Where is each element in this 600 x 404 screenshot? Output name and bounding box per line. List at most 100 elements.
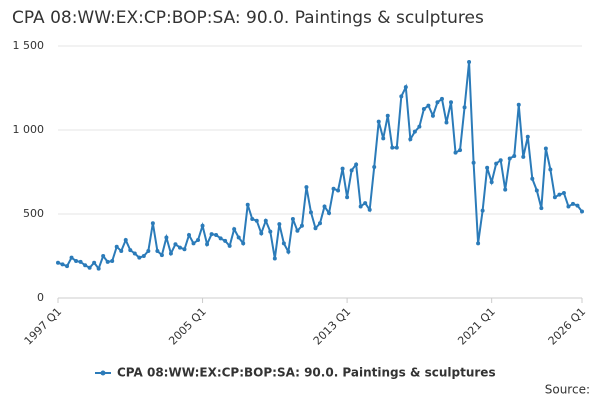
point <box>345 195 350 200</box>
point <box>421 107 426 111</box>
point <box>155 248 160 253</box>
point <box>575 203 580 208</box>
point <box>227 243 232 248</box>
point <box>552 195 557 200</box>
point <box>543 146 548 151</box>
point <box>241 241 246 246</box>
point <box>101 254 106 258</box>
point <box>150 221 155 226</box>
source: Source: <box>545 383 590 397</box>
point <box>164 235 169 240</box>
point <box>417 124 422 129</box>
point <box>137 255 142 260</box>
point <box>403 85 408 90</box>
point <box>254 218 259 223</box>
point <box>232 227 237 232</box>
point <box>521 154 526 159</box>
point <box>200 223 205 228</box>
point <box>159 253 164 258</box>
point <box>507 156 512 161</box>
point <box>534 188 539 193</box>
point <box>250 217 255 222</box>
point <box>580 209 584 214</box>
y-tick-label: 1 500 <box>13 39 45 52</box>
point <box>141 254 146 258</box>
x-tick-label: 1997 Q1 <box>22 305 65 348</box>
point <box>476 241 481 246</box>
point <box>471 160 476 165</box>
point <box>381 136 386 141</box>
point <box>412 129 417 134</box>
point <box>439 96 444 101</box>
point <box>426 103 431 108</box>
x-tick-label: 2013 Q1 <box>311 305 354 348</box>
point <box>74 259 79 264</box>
point <box>376 119 381 124</box>
point <box>435 100 440 105</box>
point <box>56 260 60 265</box>
point <box>372 164 377 169</box>
point <box>331 186 336 191</box>
point <box>336 188 341 193</box>
point <box>110 259 115 264</box>
point <box>444 120 449 125</box>
point <box>485 165 490 170</box>
point <box>214 233 219 237</box>
point <box>367 207 372 212</box>
point <box>105 259 110 264</box>
y-tick-label: 0 <box>37 291 44 304</box>
point <box>299 223 304 228</box>
point <box>78 259 83 264</box>
point <box>65 264 70 269</box>
point <box>462 105 467 110</box>
point <box>132 251 137 256</box>
point <box>177 245 182 250</box>
point <box>223 238 228 243</box>
point <box>340 166 345 171</box>
point <box>349 168 354 173</box>
point <box>512 154 517 159</box>
point <box>489 180 494 185</box>
point <box>205 242 210 247</box>
point <box>385 113 390 118</box>
legend-label: CPA 08:WW:EX:CP:BOP:SA: 90.0. Paintings … <box>117 366 496 380</box>
point <box>209 232 214 237</box>
point <box>570 201 575 206</box>
point <box>187 233 191 237</box>
point <box>304 185 309 190</box>
point <box>191 241 196 246</box>
point <box>399 94 404 99</box>
point <box>449 100 453 105</box>
chart-title: CPA 08:WW:EX:CP:BOP:SA: 90.0. Paintings … <box>12 8 484 28</box>
point <box>173 242 178 247</box>
point <box>467 59 472 64</box>
point <box>69 255 74 260</box>
point <box>83 263 88 268</box>
point <box>272 256 277 261</box>
point <box>60 262 65 267</box>
point <box>394 145 399 150</box>
point <box>290 217 295 222</box>
point <box>281 241 286 246</box>
point <box>430 113 435 118</box>
point <box>525 134 530 139</box>
point <box>313 226 318 231</box>
point <box>263 218 268 223</box>
point <box>218 236 223 241</box>
y-tick-label: 1 000 <box>13 123 45 136</box>
point <box>494 161 499 166</box>
point <box>268 229 273 234</box>
point <box>96 266 101 271</box>
point <box>128 248 133 253</box>
x-tick-label: 2005 Q1 <box>166 305 209 348</box>
point <box>277 222 282 227</box>
point <box>236 235 241 240</box>
point <box>503 187 508 192</box>
point <box>327 211 332 216</box>
point <box>363 201 368 206</box>
point <box>308 210 313 215</box>
point <box>168 251 173 256</box>
point <box>530 176 535 181</box>
point <box>480 208 485 213</box>
